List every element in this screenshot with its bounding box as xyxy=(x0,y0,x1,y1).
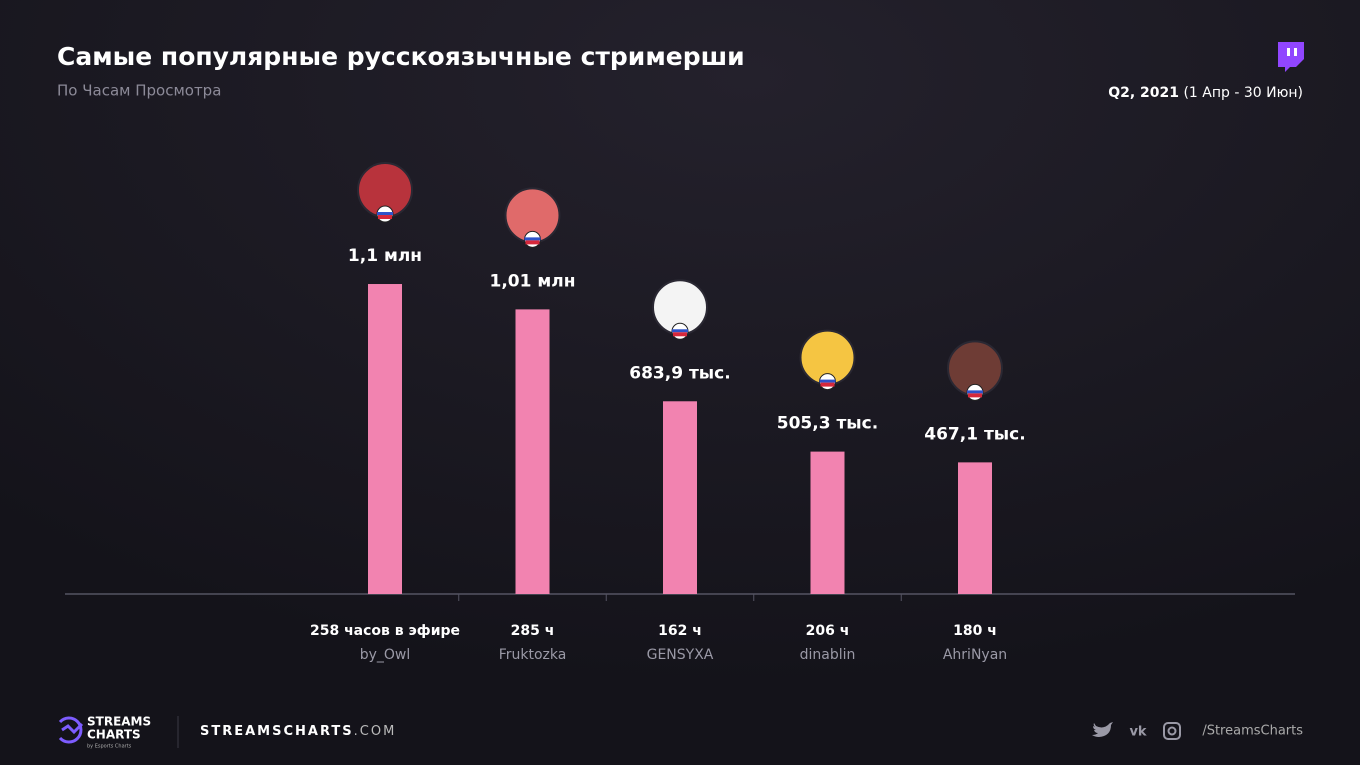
bar xyxy=(810,451,845,594)
airtime-label: 180 ч xyxy=(953,623,997,639)
airtime-label: 285 ч xyxy=(511,623,555,639)
x-tick-label: dinablin xyxy=(800,647,856,663)
flag-red xyxy=(673,332,687,337)
site-tld: .COM xyxy=(354,724,397,739)
flag-red xyxy=(378,215,392,220)
social-handle[interactable]: /StreamsCharts xyxy=(1202,724,1303,739)
chart-title: Самые популярные русскоязычные стримерши xyxy=(57,42,745,71)
twitter-icon[interactable] xyxy=(1092,722,1113,737)
bar xyxy=(515,309,550,594)
footer-logo-icon xyxy=(58,716,84,744)
airtime-label: 258 часов в эфире xyxy=(310,623,460,639)
flag-blue xyxy=(524,237,541,241)
value-label: 683,9 тыс. xyxy=(629,363,730,383)
period-range: (1 Апр - 30 Июн) xyxy=(1183,85,1303,101)
period-quarter: Q2, 2021 xyxy=(1108,85,1179,101)
social-icons: vk xyxy=(1092,722,1181,740)
bar xyxy=(958,462,992,594)
flag-blue xyxy=(967,390,983,394)
bar xyxy=(663,401,697,594)
flag-blue xyxy=(819,379,836,383)
flag-red xyxy=(525,240,540,245)
footer: STREAMS CHARTS by Esports Charts STREAMS… xyxy=(58,715,1303,750)
avatar xyxy=(652,279,708,340)
x-tick-label: AhriNyan xyxy=(943,647,1007,663)
footer-logo: CHARTS xyxy=(87,728,141,742)
x-tick-label: by_Owl xyxy=(360,647,411,663)
avatar xyxy=(357,162,413,223)
flag-blue xyxy=(377,212,393,216)
avatar xyxy=(947,340,1003,401)
avatar xyxy=(799,329,856,391)
flag-blue xyxy=(672,329,688,333)
footer-logo: STREAMS xyxy=(87,715,151,729)
value-label: 505,3 тыс. xyxy=(777,414,878,434)
period: Q2, 2021 (1 Апр - 30 Июн) xyxy=(1108,85,1303,101)
avatar xyxy=(504,187,561,248)
value-label: 1,01 млн xyxy=(490,271,576,291)
footer-logo-by: by Esports Charts xyxy=(87,744,132,750)
value-label: 467,1 тыс. xyxy=(924,424,1025,444)
value-label: 1,1 млн xyxy=(348,246,422,266)
flag-red xyxy=(820,382,835,387)
bar xyxy=(368,284,402,594)
chart-subtitle: По Часам Просмотра xyxy=(57,82,221,100)
vk-icon[interactable]: vk xyxy=(1129,725,1146,740)
airtime-label: 162 ч xyxy=(658,623,702,639)
site-url[interactable]: STREAMSCHARTS.COM xyxy=(200,724,396,739)
site-main: STREAMSCHARTS xyxy=(200,724,354,739)
airtime-label: 206 ч xyxy=(806,623,850,639)
x-tick-label: Fruktozka xyxy=(499,647,567,663)
instagram-icon[interactable] xyxy=(1163,722,1181,740)
twitch-logo xyxy=(1278,42,1304,72)
x-tick-label: GENSYXA xyxy=(647,647,714,663)
flag-red xyxy=(968,393,982,398)
